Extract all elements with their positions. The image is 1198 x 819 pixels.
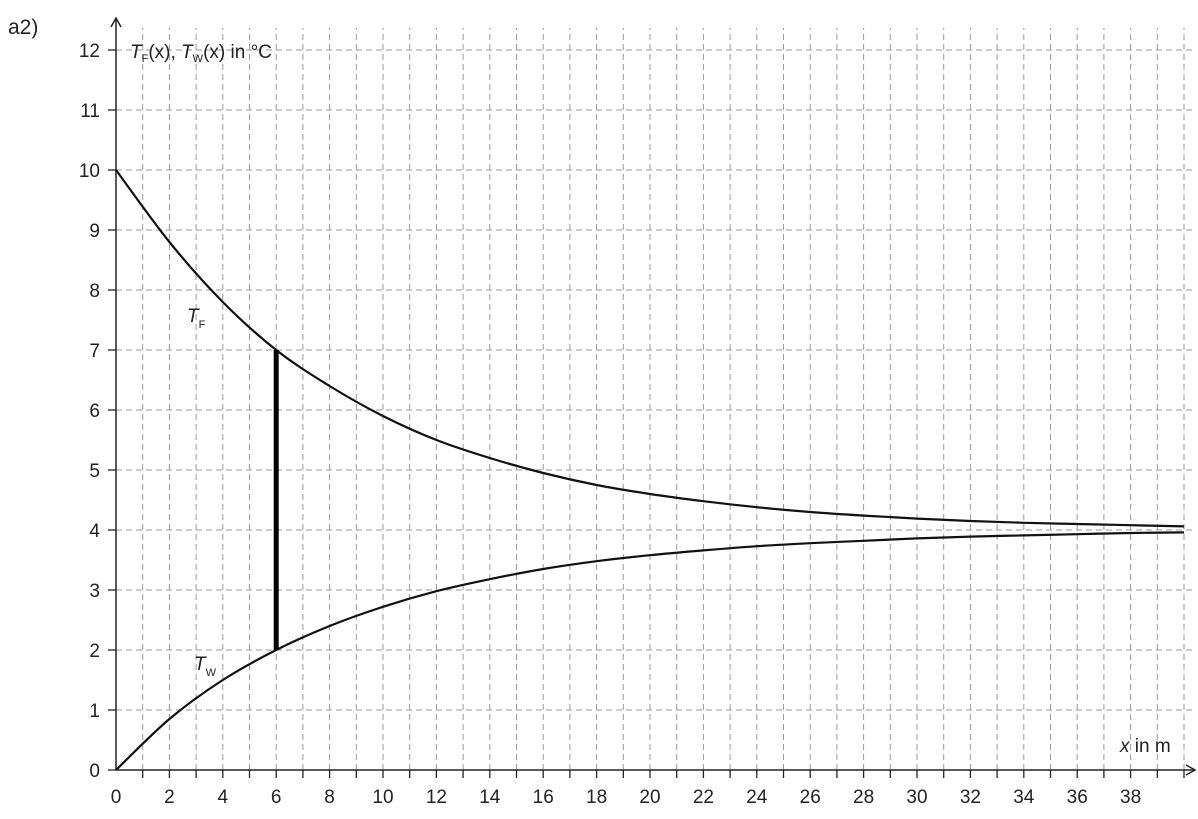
series-label-tf: TF <box>187 306 206 331</box>
curve-tw <box>115 531 1185 771</box>
x-tick-label: 24 <box>746 787 768 808</box>
y-tick-label: 1 <box>89 701 100 722</box>
series-label-tf-sub: F <box>199 319 206 331</box>
y-label-s1: F <box>142 53 149 65</box>
x-tick-label: 36 <box>1067 787 1088 808</box>
x-tick-label: 22 <box>693 787 714 808</box>
y-label-t1: T <box>130 42 143 63</box>
x-axis-arrow <box>1185 764 1197 776</box>
y-tick-label: 4 <box>89 521 100 542</box>
x-tick-label: 2 <box>164 787 175 808</box>
x-tick-label: 26 <box>800 787 821 808</box>
y-axis-label: TF(x), TW(x) in °C <box>130 42 272 65</box>
x-tick-label: 30 <box>906 787 927 808</box>
y-tick-label: 12 <box>79 41 100 62</box>
y-tick-label: 10 <box>79 161 100 182</box>
x-tick-label: 18 <box>586 787 607 808</box>
grid <box>116 28 1196 770</box>
x-label-rest: in m <box>1130 736 1171 757</box>
series-label-tw-t: T <box>194 654 207 675</box>
x-tick-label: 6 <box>271 787 282 808</box>
y-axis-arrow <box>110 16 122 28</box>
y-tick-label: 7 <box>89 341 100 362</box>
series-label-tw-sub: W <box>206 667 217 679</box>
y-label-t2: T <box>181 42 194 63</box>
x-tick-label: 0 <box>111 787 122 808</box>
y-tick-label: 6 <box>89 401 100 422</box>
x-tick-label: 12 <box>426 787 447 808</box>
x-axis-label: x in m <box>1119 736 1171 757</box>
series-label-tf-t: T <box>187 306 200 327</box>
x-tick-label: 16 <box>533 787 554 808</box>
y-tick-label: 9 <box>89 221 100 242</box>
x-tick-label: 14 <box>479 787 501 808</box>
x-tick-label: 20 <box>639 787 660 808</box>
x-tick-label: 4 <box>218 787 229 808</box>
y-label-a2: (x) in °C <box>203 42 272 63</box>
y-label-a1: (x), <box>148 42 181 63</box>
axes <box>110 16 1197 776</box>
y-tick-label: 3 <box>89 581 100 602</box>
y-label-s2: W <box>193 53 204 65</box>
curves <box>115 169 1185 771</box>
tick-labels: 0 2 4 6 8 10 12 14 16 18 20 22 24 26 28 30 32 34 36 3801234… <box>79 41 1141 808</box>
x-tick-label: 8 <box>324 787 335 808</box>
x-tick-label: 32 <box>960 787 981 808</box>
x-label-var: x <box>1119 736 1131 757</box>
x-tick-label: 10 <box>372 787 393 808</box>
ticks <box>108 49 1185 778</box>
y-tick-label: 0 <box>89 761 100 782</box>
panel-label: a2) <box>8 16 38 39</box>
x-tick-label: 34 <box>1013 787 1035 808</box>
y-tick-label: 5 <box>89 461 100 482</box>
series-label-tw: TW <box>194 654 217 679</box>
y-tick-label: 11 <box>80 101 100 122</box>
x-tick-label: 38 <box>1120 787 1141 808</box>
y-tick-label: 2 <box>89 641 100 662</box>
y-tick-label: 8 <box>89 281 100 302</box>
x-tick-label: 28 <box>853 787 874 808</box>
